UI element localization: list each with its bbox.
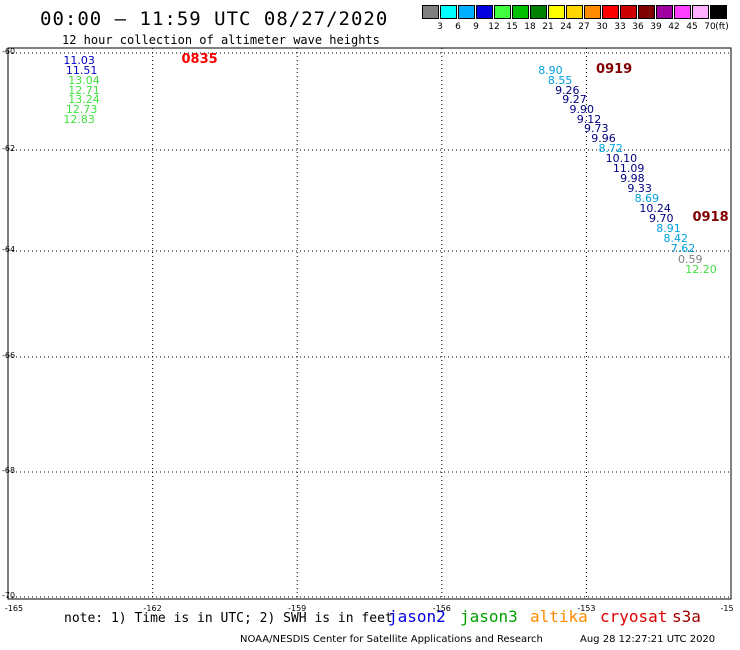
wave-height-label: 12.83 <box>63 112 95 126</box>
wave-height-label: 0.59 <box>677 252 703 266</box>
wave-height-label: 8.69 <box>634 191 660 205</box>
latitude-label: -66 <box>2 351 16 360</box>
legend-swatch <box>584 5 601 19</box>
legend-swatch <box>566 5 583 19</box>
legend-label: 12 <box>488 22 500 32</box>
legend-unit-label: (ft) <box>715 22 729 32</box>
page-subtitle: 12 hour collection of altimeter wave hei… <box>62 33 380 47</box>
pass-time-label: 0918 <box>692 210 729 226</box>
generation-timestamp: Aug 28 12:27:21 UTC 2020 <box>580 634 716 645</box>
wave-height-label: 9.12 <box>576 112 602 126</box>
legend-label: 70 <box>704 22 716 32</box>
wave-height-label: 13.24 <box>68 93 100 107</box>
legend-swatch <box>602 5 619 19</box>
satellite-legend-jason2: jason2 <box>388 607 446 626</box>
wave-height-label: 12.20 <box>685 263 717 277</box>
latitude-label: -70 <box>2 591 16 600</box>
legend-label: 33 <box>614 22 626 32</box>
wave-height-label: 9.26 <box>555 83 580 97</box>
wave-height-label: 9.27 <box>562 93 587 107</box>
satellite-legend-jason3: jason3 <box>460 607 518 626</box>
wave-height-label: 13.04 <box>68 73 100 87</box>
longitude-label: -165 <box>4 604 24 613</box>
wave-height-label: 9.90 <box>569 102 595 116</box>
legend-swatch <box>530 5 547 19</box>
pass-time-label: 0835 <box>181 52 218 68</box>
wave-height-label: 8.55 <box>547 73 573 87</box>
wave-height-label: 10.10 <box>605 151 638 165</box>
legend-swatch <box>656 5 673 19</box>
longitude-label: -15 <box>720 604 734 613</box>
legend-label: 3 <box>437 22 443 32</box>
legend-swatch <box>638 5 655 19</box>
legend-swatch <box>692 5 709 19</box>
legend-swatch <box>458 5 475 19</box>
legend-swatch <box>674 5 691 19</box>
pass-time-label: 0919 <box>596 62 633 78</box>
wave-height-label: 12.71 <box>68 83 100 97</box>
legend-label: 6 <box>455 22 461 32</box>
wave-height-label: 9.73 <box>583 122 609 136</box>
map-border <box>7 47 732 600</box>
wave-height-label: 11.51 <box>65 64 98 78</box>
credit-line: NOAA/NESDIS Center for Satellite Applica… <box>240 634 543 645</box>
legend-label: 27 <box>578 22 590 32</box>
legend-label: 21 <box>542 22 554 32</box>
legend-label: 24 <box>560 22 572 32</box>
wave-height-label: 11.09 <box>612 161 645 175</box>
satellite-legend-cryosat: cryosat <box>600 607 668 626</box>
wave-height-label: 9.96 <box>591 132 616 146</box>
wave-height-label: 8.72 <box>598 141 623 155</box>
legend-label: 30 <box>596 22 608 32</box>
satellite-legend-altika: altika <box>530 607 588 626</box>
legend-swatch <box>440 5 457 19</box>
footer-note: note: 1) Time is in UTC; 2) SWH is in fe… <box>64 611 393 626</box>
page-title: 00:00 – 11:59 UTC 08/27/2020 <box>40 8 389 30</box>
legend-swatch <box>512 5 529 19</box>
wave-height-label: 8.42 <box>663 232 689 246</box>
legend-swatch <box>494 5 511 19</box>
satellite-legend-s3a: s3a <box>672 607 701 626</box>
wave-height-label: 11.03 <box>63 54 95 68</box>
longitude-label: -159 <box>288 604 307 613</box>
legend-label: 36 <box>632 22 644 32</box>
wave-height-label: 8.90 <box>538 64 563 78</box>
wave-height-label: 9.70 <box>649 212 674 226</box>
legend-swatch <box>476 5 493 19</box>
wave-height-label: 12.73 <box>65 102 98 116</box>
legend-swatch <box>548 5 565 19</box>
wave-height-label: 9.33 <box>627 181 652 195</box>
wave-height-label: 10.24 <box>639 202 671 216</box>
legend-swatch <box>710 5 727 19</box>
longitude-label: -162 <box>143 604 162 613</box>
longitude-label: -153 <box>577 604 596 613</box>
legend-label: 39 <box>650 22 662 32</box>
latitude-label: -60 <box>2 47 16 56</box>
wave-height-label: 7.62 <box>670 242 696 256</box>
legend-label: 9 <box>473 22 479 32</box>
wave-height-label: 8.91 <box>656 222 681 236</box>
legend-swatch <box>422 5 439 19</box>
legend-label: 18 <box>524 22 536 32</box>
legend-label: 42 <box>668 22 680 32</box>
wave-height-label: 9.98 <box>620 171 645 185</box>
legend-label: 45 <box>686 22 698 32</box>
latitude-label: -68 <box>2 466 16 475</box>
latitude-label: -64 <box>2 245 16 254</box>
legend-swatch <box>620 5 637 19</box>
legend-label: 15 <box>506 22 518 32</box>
longitude-label: -156 <box>432 604 451 613</box>
latitude-label: -62 <box>2 144 16 153</box>
